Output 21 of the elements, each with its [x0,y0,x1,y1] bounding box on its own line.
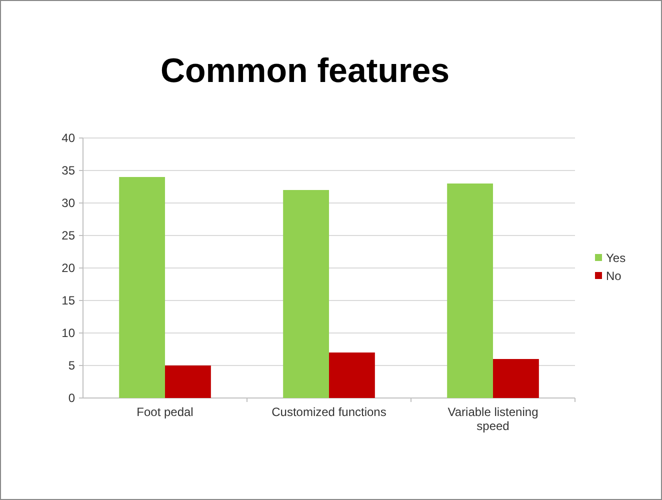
bar [329,352,375,398]
bar [119,177,165,398]
legend-label: No [606,269,622,284]
bar [447,184,493,398]
legend-label: Yes [606,251,626,266]
chart-title: Common features [160,52,450,90]
x-tick-label: Foot pedal [136,405,194,419]
x-tick-label: Customized functions [272,405,386,419]
y-tick-label: 20 [62,261,76,276]
y-tick-label: 35 [62,164,76,178]
y-tick-label: 40 [62,131,76,146]
y-tick-label: 30 [62,196,76,210]
y-tick-label: 15 [62,294,76,308]
bar [165,366,211,398]
y-tick-label: 10 [62,326,76,340]
bar [493,359,539,398]
bar [283,190,329,398]
y-tick-label: 25 [62,228,76,243]
y-tick-label: 5 [68,358,76,373]
x-tick-label: Variable listening speed [448,405,538,433]
y-tick-label: 0 [68,391,76,406]
